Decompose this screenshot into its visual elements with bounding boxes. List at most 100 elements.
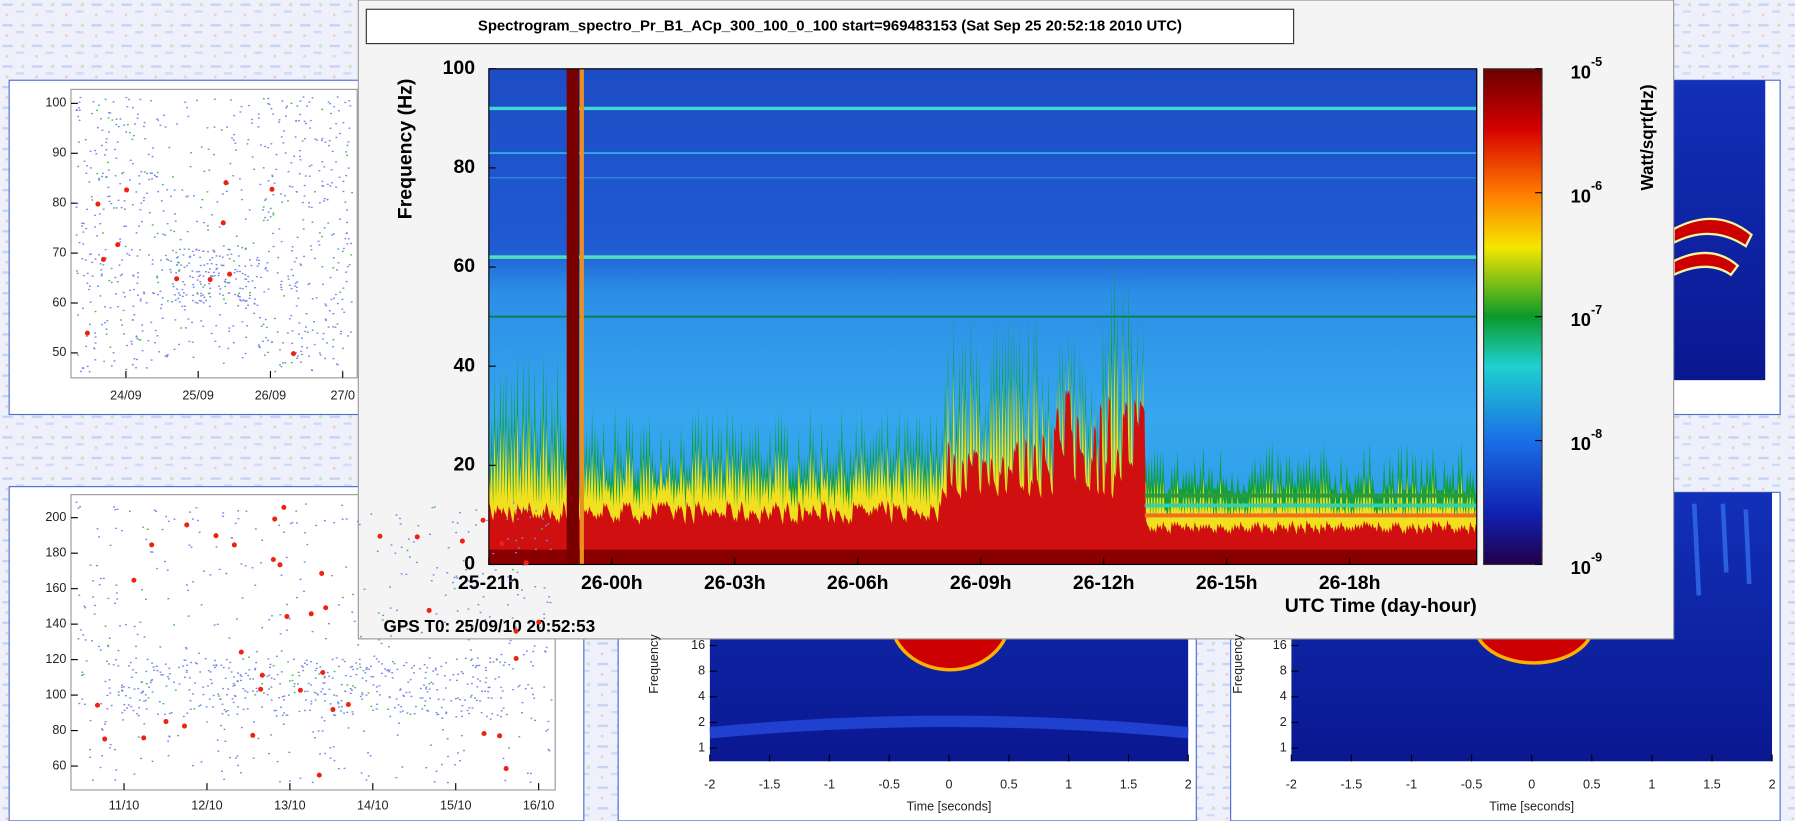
- dot: [86, 209, 88, 210]
- dot: [115, 293, 117, 294]
- dot: [499, 661, 501, 662]
- dot: [332, 339, 334, 340]
- dot: [333, 298, 335, 299]
- dot: [195, 302, 197, 303]
- dot: [548, 749, 550, 750]
- dot: [297, 298, 299, 299]
- dot: [174, 213, 176, 214]
- dot: [256, 691, 258, 692]
- dot: [484, 691, 486, 692]
- dot: [172, 176, 174, 177]
- dot: [109, 638, 111, 639]
- dot: [315, 525, 317, 526]
- dot: [233, 342, 235, 343]
- dot: [131, 139, 133, 140]
- dot: [399, 689, 401, 690]
- dot: [452, 674, 454, 675]
- dot: [178, 292, 180, 293]
- dot: [471, 695, 473, 696]
- dot: [261, 706, 263, 707]
- dot: [293, 659, 295, 660]
- dot: [123, 310, 125, 311]
- dot: [292, 675, 294, 676]
- dot: [219, 255, 221, 256]
- dot: [141, 735, 146, 740]
- x-tick-label: 0: [1528, 778, 1535, 792]
- dot: [115, 584, 117, 585]
- dot: [305, 699, 307, 700]
- dot: [492, 661, 494, 662]
- dot: [327, 672, 329, 673]
- dot: [201, 604, 203, 605]
- dot: [457, 674, 459, 675]
- dot: [279, 349, 281, 350]
- dot: [519, 685, 521, 686]
- dot: [486, 716, 488, 717]
- dot: [135, 658, 137, 659]
- dot: [186, 665, 188, 666]
- dot: [156, 335, 158, 336]
- dot: [125, 131, 127, 132]
- dot: [167, 300, 169, 301]
- dot: [182, 724, 187, 729]
- dot: [106, 695, 108, 696]
- dot: [260, 144, 262, 145]
- dot: [477, 658, 479, 659]
- dot: [200, 300, 202, 301]
- dot: [295, 283, 297, 284]
- dot: [139, 99, 141, 100]
- dot: [283, 724, 285, 725]
- dot: [108, 112, 110, 113]
- dot: [93, 348, 95, 349]
- y-tick-label: 16: [1273, 638, 1287, 652]
- dot: [198, 705, 200, 706]
- dot: [523, 564, 525, 565]
- dot: [346, 222, 348, 223]
- dot: [229, 757, 231, 758]
- dot: [425, 688, 427, 689]
- dot: [406, 662, 408, 663]
- dot: [304, 663, 306, 664]
- dot: [122, 719, 124, 720]
- dot: [134, 358, 136, 359]
- dot: [306, 347, 308, 348]
- dot: [463, 560, 465, 561]
- dot: [253, 313, 255, 314]
- dot: [214, 275, 216, 276]
- dot: [225, 279, 227, 280]
- dot: [139, 699, 141, 700]
- dot: [343, 248, 345, 249]
- dot: [376, 686, 378, 687]
- dot: [140, 300, 142, 301]
- dot: [468, 707, 470, 708]
- dot: [378, 661, 380, 662]
- dot: [104, 306, 106, 307]
- dot: [143, 126, 145, 127]
- dot: [173, 231, 175, 232]
- dot: [163, 719, 168, 724]
- dot: [482, 731, 487, 736]
- dot: [165, 255, 167, 256]
- dot: [427, 691, 429, 692]
- dot: [312, 97, 314, 98]
- dot: [199, 281, 201, 282]
- dot: [145, 599, 147, 600]
- dot: [98, 105, 100, 106]
- dot: [400, 711, 402, 712]
- dot: [118, 200, 120, 201]
- dot: [384, 668, 386, 669]
- dot: [298, 333, 300, 334]
- dot: [322, 138, 324, 139]
- dot: [507, 538, 509, 539]
- dot: [142, 691, 144, 692]
- dot: [187, 590, 189, 591]
- dot: [96, 235, 98, 236]
- dot: [341, 308, 343, 309]
- dot: [472, 665, 474, 666]
- dot: [366, 669, 368, 670]
- dot: [254, 303, 256, 304]
- dot: [390, 607, 392, 608]
- dot: [527, 684, 529, 685]
- dot: [324, 198, 326, 199]
- dot: [283, 532, 285, 533]
